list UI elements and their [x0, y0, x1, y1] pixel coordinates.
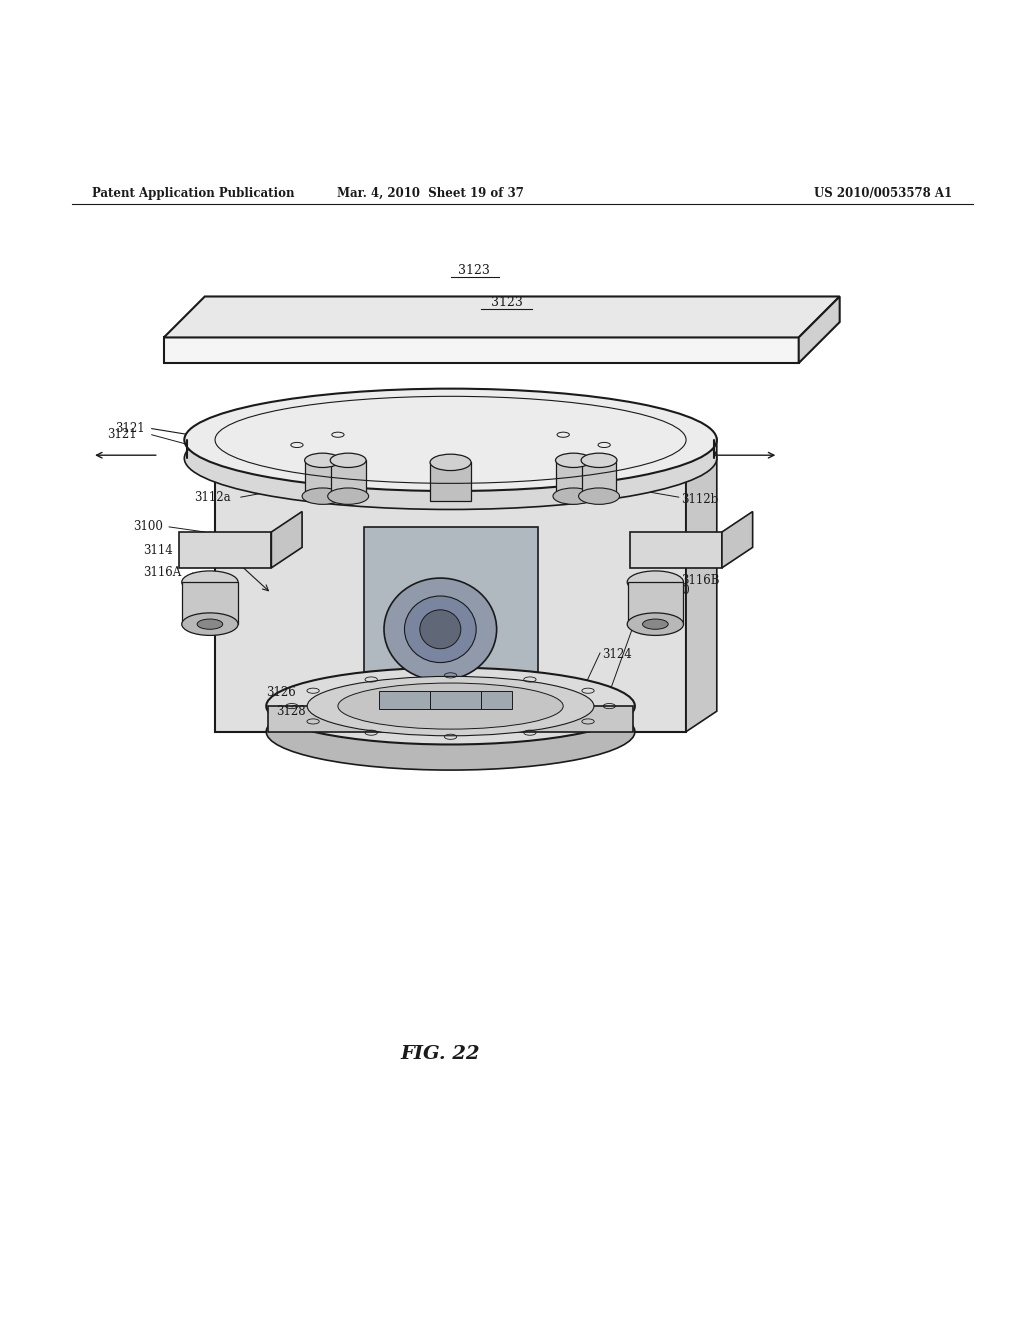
Polygon shape [430, 462, 471, 502]
Polygon shape [722, 512, 753, 568]
Ellipse shape [266, 668, 635, 744]
Polygon shape [215, 458, 686, 731]
Text: 3116A: 3116A [143, 566, 181, 579]
Polygon shape [268, 706, 633, 731]
Ellipse shape [184, 407, 717, 510]
Ellipse shape [182, 572, 238, 594]
Ellipse shape [430, 454, 471, 470]
Ellipse shape [182, 612, 238, 635]
Text: Mar. 4, 2010  Sheet 19 of 37: Mar. 4, 2010 Sheet 19 of 37 [337, 187, 523, 199]
Text: 3121: 3121 [108, 428, 137, 441]
Bar [481, 690, 512, 709]
Polygon shape [331, 461, 366, 496]
Ellipse shape [643, 619, 668, 630]
Text: 3122: 3122 [635, 623, 665, 636]
Ellipse shape [404, 597, 476, 663]
Ellipse shape [307, 676, 594, 735]
Polygon shape [164, 297, 840, 338]
Polygon shape [628, 582, 683, 624]
Ellipse shape [302, 488, 343, 504]
Text: 3123: 3123 [458, 264, 490, 277]
Text: 3128: 3128 [276, 705, 306, 718]
Polygon shape [164, 338, 799, 363]
Ellipse shape [338, 682, 563, 729]
Text: 3121: 3121 [115, 422, 144, 436]
Ellipse shape [582, 453, 616, 467]
Text: 3114: 3114 [143, 544, 173, 557]
Text: 3112b: 3112b [681, 492, 718, 506]
Text: Patent Application Publication: Patent Application Publication [92, 187, 295, 199]
Polygon shape [305, 461, 340, 496]
Text: 3124: 3124 [602, 648, 632, 661]
Ellipse shape [556, 453, 592, 467]
Text: FIG. 22: FIG. 22 [400, 1045, 480, 1063]
Ellipse shape [330, 453, 367, 467]
Text: 3126: 3126 [266, 686, 296, 700]
Ellipse shape [579, 488, 620, 504]
Polygon shape [215, 438, 717, 458]
Ellipse shape [184, 388, 717, 491]
Text: 3112a: 3112a [195, 491, 231, 504]
Text: 3116B: 3116B [681, 574, 720, 586]
Ellipse shape [328, 488, 369, 504]
Ellipse shape [627, 572, 684, 594]
Ellipse shape [384, 578, 497, 681]
Text: 3123: 3123 [490, 296, 523, 309]
Text: 3100: 3100 [133, 520, 163, 533]
Ellipse shape [197, 619, 223, 630]
Text: 3150: 3150 [425, 705, 455, 718]
Polygon shape [799, 297, 840, 363]
Polygon shape [630, 532, 722, 568]
Bar [430, 690, 481, 709]
Polygon shape [182, 582, 238, 624]
Polygon shape [686, 438, 717, 731]
Text: US 2010/0053578 A1: US 2010/0053578 A1 [814, 187, 952, 199]
Polygon shape [271, 512, 302, 568]
Ellipse shape [420, 610, 461, 648]
Polygon shape [556, 461, 591, 496]
Polygon shape [179, 532, 271, 568]
Text: 3120: 3120 [660, 583, 690, 597]
Ellipse shape [553, 488, 594, 504]
Bar [379, 690, 430, 709]
Bar [364, 527, 538, 711]
Ellipse shape [266, 693, 635, 770]
Ellipse shape [305, 453, 340, 467]
Polygon shape [582, 461, 616, 496]
Ellipse shape [627, 612, 684, 635]
